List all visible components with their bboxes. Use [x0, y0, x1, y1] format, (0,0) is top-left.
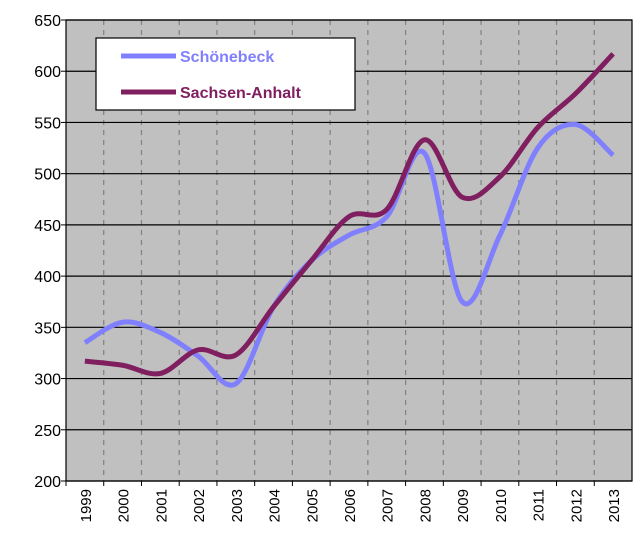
y-tick-label: 550: [34, 115, 61, 132]
x-tick-label: 2003: [229, 489, 246, 522]
x-tick-label: 2002: [191, 489, 208, 522]
legend-label: Schönebeck: [180, 49, 274, 66]
y-tick-label: 400: [34, 269, 61, 286]
y-tick-label: 650: [34, 13, 61, 30]
y-tick-label: 600: [34, 64, 61, 81]
x-tick-label: 2013: [606, 489, 623, 522]
y-tick-label: 450: [34, 218, 61, 235]
y-tick-label: 200: [34, 474, 61, 491]
y-tick-label: 350: [34, 320, 61, 337]
legend-label: Sachsen-Anhalt: [180, 85, 302, 102]
y-tick-label: 250: [34, 423, 61, 440]
series-line: [84, 52, 615, 377]
plot-border: [65, 19, 633, 482]
x-tick-label: 2007: [380, 489, 397, 522]
x-tick-label: 2008: [417, 489, 434, 522]
x-tick-label: 2006: [342, 489, 359, 522]
series-line: [83, 121, 615, 388]
x-tick-label: 2011: [531, 489, 548, 521]
x-tick-label: 2004: [267, 489, 284, 522]
x-tick-label: 2010: [493, 489, 510, 522]
x-tick-label: 2009: [455, 489, 472, 522]
x-tick-label: 2001: [153, 489, 170, 522]
legend-box: [95, 37, 356, 111]
x-tick-label: 2000: [116, 489, 133, 522]
y-tick-label: 300: [34, 372, 61, 389]
x-tick-label: 1999: [78, 489, 95, 522]
x-tick-label: 2005: [304, 489, 321, 522]
y-tick-label: 500: [34, 167, 61, 184]
x-tick-label: 2012: [568, 489, 585, 522]
